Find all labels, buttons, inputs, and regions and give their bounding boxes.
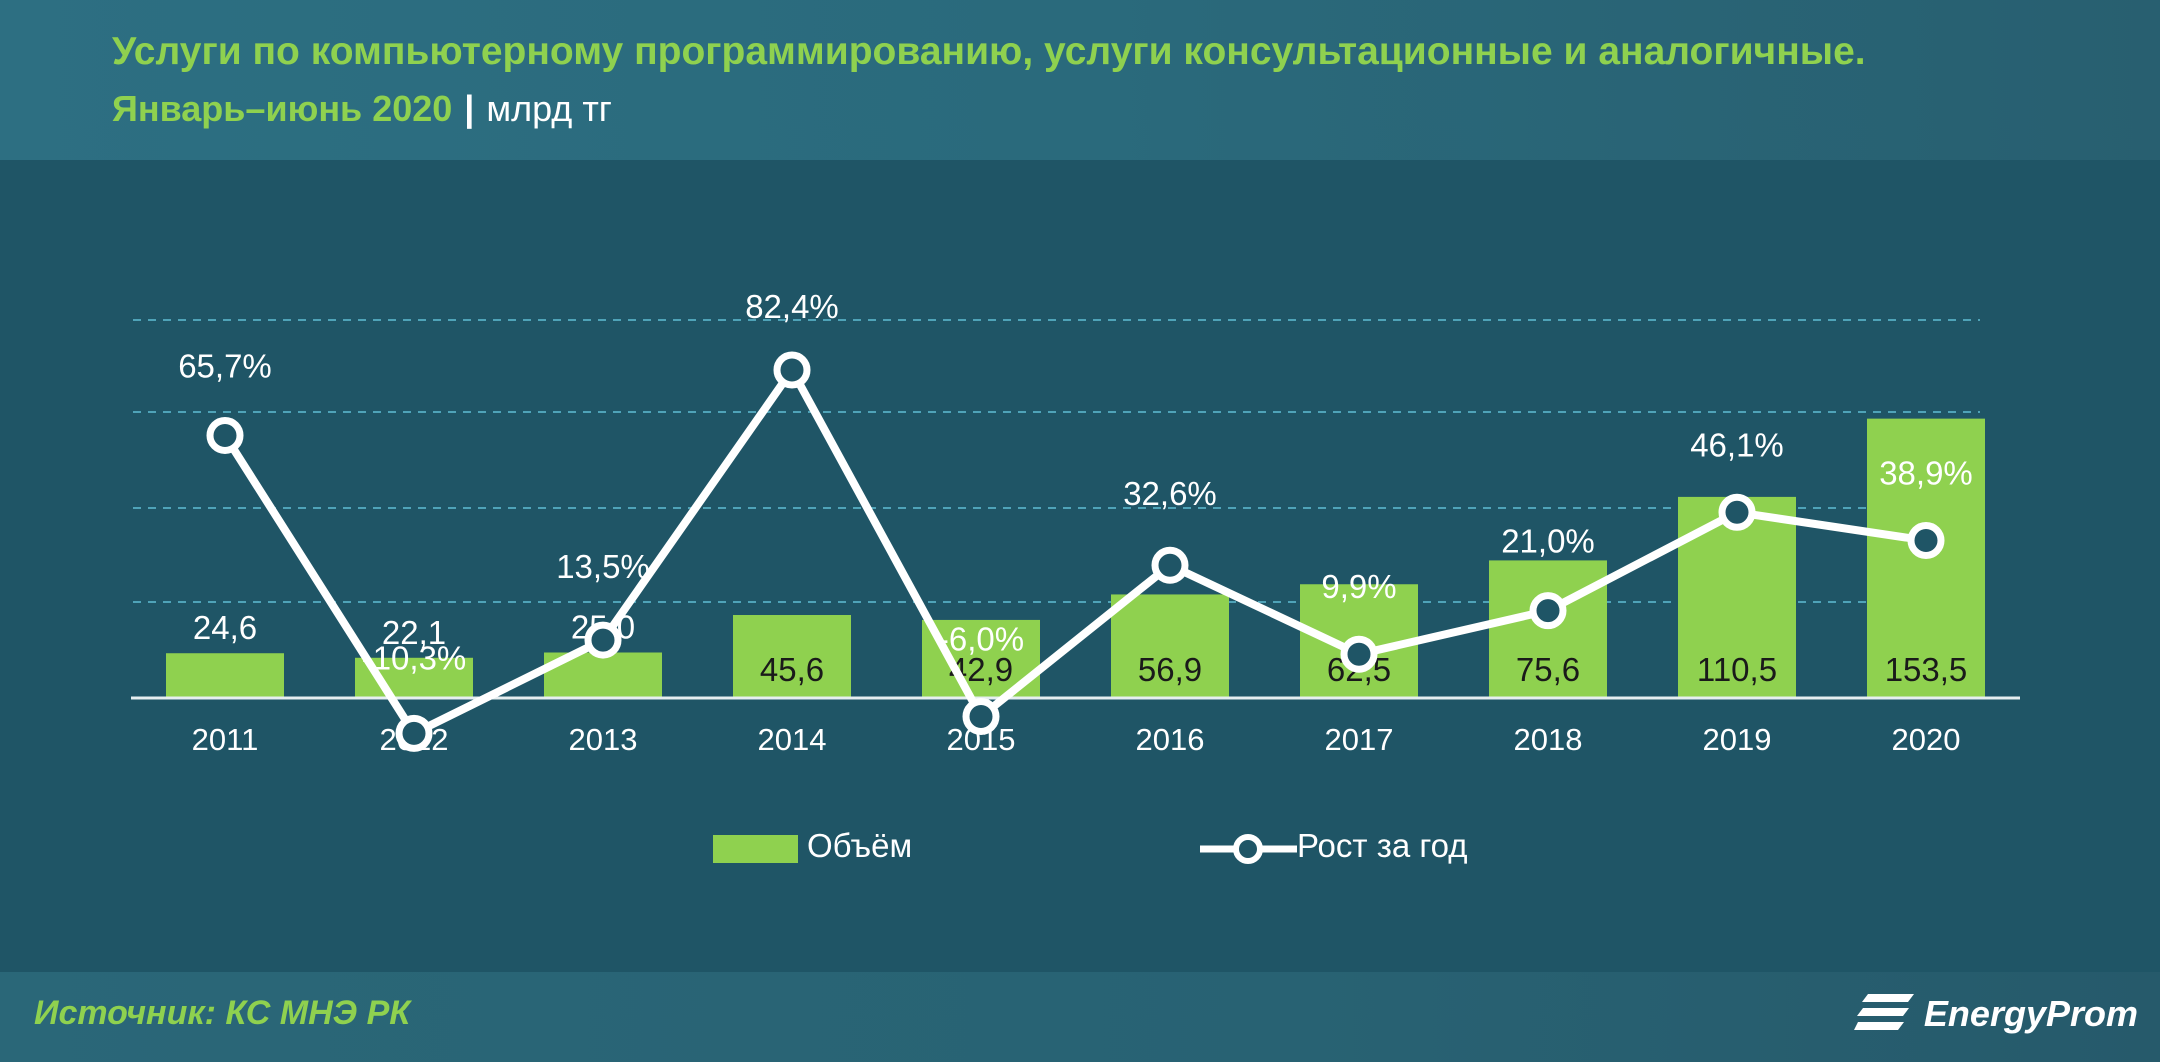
legend-label-volume: Объём <box>807 827 912 864</box>
logo-text: EnergyProm <box>1923 993 2138 1034</box>
x-tick-label: 2019 <box>1703 722 1772 757</box>
x-tick-label: 2017 <box>1325 722 1394 757</box>
energyprom-logo-icon <box>1853 994 1914 1030</box>
growth-point-2012 <box>395 714 433 752</box>
growth-value-label: 9,9% <box>1321 568 1396 605</box>
x-tick-label: 2018 <box>1514 722 1583 757</box>
growth-value-label: 38,9% <box>1879 455 1973 492</box>
bar-value-label: 45,6 <box>760 651 824 688</box>
x-tick-label: 2020 <box>1892 722 1961 757</box>
energyprom-logo: EnergyProm <box>1853 990 2138 1038</box>
chart-area: 24,622,125,045,642,956,962,575,6110,5153… <box>0 160 2160 972</box>
growth-value-label: -6,0% <box>938 621 1024 658</box>
growth-value-label: 13,5% <box>556 548 650 585</box>
x-tick-label: 2014 <box>758 722 827 757</box>
legend-swatch-volume <box>713 835 798 863</box>
x-tick-label: 2016 <box>1136 722 1205 757</box>
growth-value-label: 46,1% <box>1690 426 1784 463</box>
bar-value-label: 24,6 <box>193 609 257 646</box>
bar-value-label: 153,5 <box>1885 651 1968 688</box>
chart-subtitle: Январь–июнь 2020 | млрд тг <box>112 88 612 130</box>
growth-value-label: -10,3% <box>362 639 467 676</box>
growth-point-2017 <box>1340 635 1378 673</box>
growth-point-2019 <box>1718 493 1756 531</box>
chart-header: Услуги по компьютерному программированию… <box>0 0 2160 160</box>
growth-point-2016 <box>1151 546 1189 584</box>
growth-point-2018 <box>1529 592 1567 630</box>
x-tick-label: 2013 <box>569 722 638 757</box>
bar-value-label: 56,9 <box>1138 651 1202 688</box>
growth-line <box>221 365 1927 738</box>
bar-value-label: 22,1 <box>382 614 446 651</box>
legend-label-growth: Рост за год <box>1297 827 1468 864</box>
growth-value-label: 21,0% <box>1501 523 1595 560</box>
legend-marker-growth <box>1233 834 1263 864</box>
bar-2011 <box>166 653 284 698</box>
chart-unit: млрд тг <box>486 88 612 129</box>
bar-value-label: 75,6 <box>1516 651 1580 688</box>
bar-2016 <box>1111 594 1229 698</box>
bar-value-label: 110,5 <box>1697 651 1777 688</box>
growth-point-2020 <box>1907 522 1945 560</box>
growth-point-2014 <box>773 351 811 389</box>
chart-period: Январь–июнь 2020 <box>112 88 453 129</box>
chart-title: Услуги по компьютерному программированию… <box>112 30 1866 73</box>
chart-footer: Источник: КС МНЭ РК EnergyProm <box>0 972 2160 1062</box>
bar-2014 <box>733 615 851 698</box>
growth-point-2015 <box>962 698 1000 736</box>
combo-chart: 24,622,125,045,642,956,962,575,6110,5153… <box>131 288 2020 864</box>
growth-value-label: 65,7% <box>178 347 272 384</box>
bar-2018 <box>1489 560 1607 698</box>
source-note: Источник: КС МНЭ РК <box>34 994 411 1032</box>
growth-value-label: 32,6% <box>1123 475 1217 512</box>
subtitle-separator: | <box>464 88 475 129</box>
growth-value-label: 82,4% <box>745 288 839 325</box>
growth-point-2013 <box>584 621 622 659</box>
growth-point-2011 <box>206 416 244 454</box>
x-tick-label: 2011 <box>192 722 259 757</box>
